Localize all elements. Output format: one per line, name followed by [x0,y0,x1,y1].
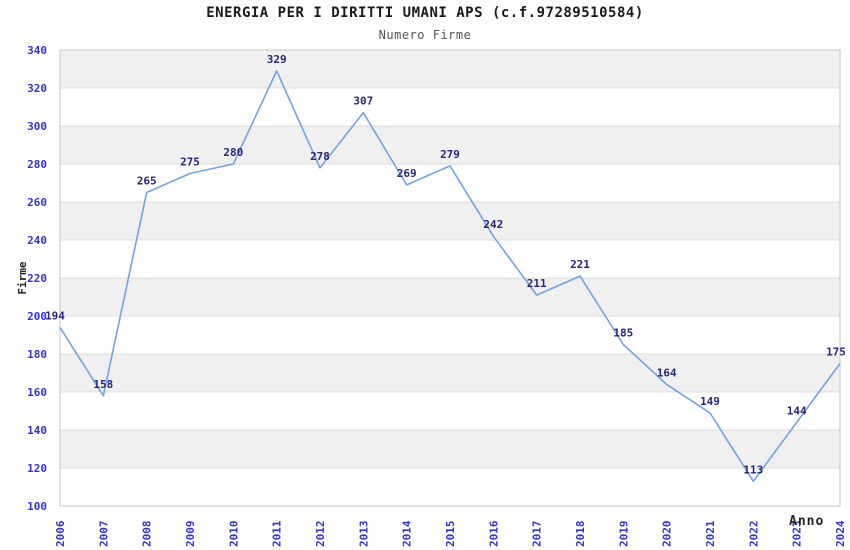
data-point-label: 221 [570,258,590,271]
data-point-label: 185 [613,327,633,340]
data-point-label: 269 [397,167,417,180]
y-tick-label: 180 [27,348,47,361]
x-tick-label: 2009 [184,521,197,548]
chart-subtitle: Numero Firme [378,28,472,42]
plot-band [60,278,840,316]
x-tick-label: 2023 [791,521,804,548]
x-tick-label: 2024 [834,520,847,547]
data-point-label: 144 [787,404,807,417]
data-point-label: 278 [310,150,330,163]
data-point-label: 242 [483,218,503,231]
x-axis-title: Anno [789,514,825,529]
y-tick-label: 200 [27,310,47,323]
x-tick-label: 2014 [401,520,414,547]
data-line [59,70,841,483]
y-tick-label: 120 [27,462,47,475]
x-tick-label: 2008 [141,521,154,548]
x-tick-label: 2016 [487,520,500,547]
data-point-label: 149 [700,395,720,408]
y-tick-label: 160 [27,386,47,399]
plot-band [60,50,840,88]
x-tick-label: 2013 [357,521,370,548]
y-tick-label: 280 [27,158,47,171]
data-point-label: 279 [440,148,460,161]
data-point-label: 175 [826,346,846,359]
chart-title: ENERGIA PER I DIRITTI UMANI APS (c.f.972… [206,5,644,21]
data-point-label: 307 [353,95,373,108]
plot-band [60,354,840,392]
x-tick-label: 2022 [747,521,760,548]
x-tick-label: 2012 [314,521,327,548]
plot-band [60,430,840,468]
y-tick-label: 320 [27,82,47,95]
y-tick-label: 300 [27,120,47,133]
data-point-label: 113 [743,463,763,476]
plot-band [60,126,840,164]
data-point-label: 265 [137,175,157,188]
y-tick-label: 100 [27,500,47,513]
data-point-label: 329 [267,53,287,66]
data-point-label: 275 [180,156,200,169]
x-tick-label: 2006 [54,520,67,547]
x-tick-label: 2019 [617,521,630,548]
data-point-label: 211 [527,277,547,290]
x-tick-label: 2010 [227,521,240,548]
y-tick-label: 220 [27,272,47,285]
x-tick-label: 2020 [661,521,674,548]
x-tick-label: 2011 [271,520,284,547]
x-tick-label: 2018 [574,521,587,548]
y-tick-label: 240 [27,234,47,247]
data-point-label: 164 [657,366,677,379]
x-tick-label: 2021 [704,520,717,547]
x-tick-label: 2015 [444,521,457,548]
x-tick-label: 2017 [531,521,544,548]
x-tick-label: 2007 [97,521,110,548]
data-point-label: 280 [223,146,243,159]
y-tick-label: 140 [27,424,47,437]
data-point-label: 158 [93,378,113,391]
y-tick-label: 340 [27,44,47,57]
plot-border [59,49,841,507]
plot-band [60,202,840,240]
y-tick-label: 260 [27,196,47,209]
data-point-label: 194 [45,309,65,322]
